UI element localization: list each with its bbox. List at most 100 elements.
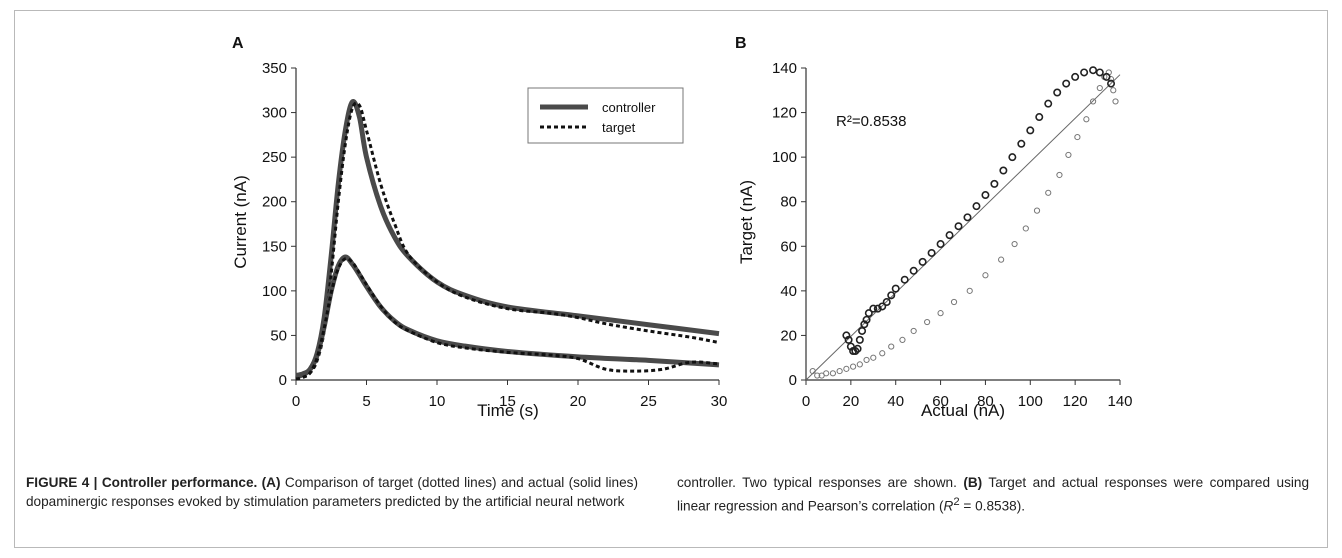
target-line-high [295,101,720,380]
scatter-point [918,257,927,266]
scatter-point [1107,79,1116,88]
regression-line [805,74,1121,381]
scatter-point [882,297,891,306]
scatter-point [1089,66,1098,75]
panel-b-x-tick-label: 40 [887,393,904,410]
panel-b-y-tick-label: 60 [780,238,797,255]
panel-b-x-tick-label: 100 [1018,393,1043,410]
scatter-point [990,179,999,188]
scatter-point [823,370,830,377]
panel-b-y-tick-label: 120 [772,105,797,122]
caption-r-value: = 0.8538). [959,498,1025,514]
scatter-point [855,335,864,344]
scatter-point [981,191,990,200]
scatter-point [1074,133,1081,141]
scatter-point [954,222,963,231]
scatter-point [809,367,816,375]
scatter-point [856,361,863,368]
scatter-point [1033,207,1041,214]
scatter-point [862,315,871,324]
scatter-point [1017,139,1026,148]
panel-a-x-tick-label: 25 [640,393,657,410]
panel-b-x-tick-label: 120 [1063,393,1088,410]
scatter-point [829,370,837,377]
scatter-point [879,350,886,357]
panel-b-x-tick-label: 140 [1107,393,1132,410]
legend-target-label: target [602,120,636,135]
panel-a-x-tick-label: 0 [292,393,300,410]
panel-a-y-tick-label: 100 [262,283,287,300]
scatter-point [1096,84,1103,92]
scatter-point [887,291,896,300]
scatter-point [1056,171,1063,179]
scatter-point [836,367,843,375]
panel-b-y-tick-label: 140 [772,60,797,77]
panel-a-y-tick-label: 200 [262,194,287,211]
caption-r-symbol: R [943,498,954,514]
scatter-point [853,344,862,353]
scatter-point [1071,72,1080,81]
panel-a-y-tick-label: 250 [262,149,287,166]
caption-b-text-2: Target and actual responses were compare… [677,475,1310,514]
panel-b-y-tick-label: 40 [780,283,797,300]
panel-a-y-tick-label: 50 [270,327,287,344]
scatter-point [869,304,878,313]
panel-a: 0 50 100 150 200 250 300 350 0 5 10 15 20 25 30 Time … [231,60,727,420]
scatter-point [982,272,989,279]
scatter-point [966,287,973,294]
panel-a-y-tick-label: 300 [262,105,287,122]
caption-ref-b: (B) [963,475,983,490]
scatter-point [1102,72,1111,81]
scatter-point [1112,98,1119,105]
panel-b-y-axis-label: Target (nA) [737,180,756,264]
panel-a-label: A [232,35,244,52]
scatter-point [851,347,860,356]
panel-a-y-tick-label: 350 [262,60,287,77]
panel-b-y-tick-label: 0 [789,372,797,389]
scatter-point [1095,68,1104,77]
panel-b-x-tick-label: 60 [932,393,949,410]
panel-a-legend: controller target [527,87,684,144]
figure-title: FIGURE 4 | Controller performance. [26,475,258,490]
scatter-point [1110,87,1117,94]
panel-a-y-axis-label: Current (nA) [231,175,250,269]
panel-b-x-tick-label: 0 [802,393,810,410]
scatter-point [999,166,1008,175]
scatter-point [927,248,936,257]
scatter-point [843,365,850,372]
panel-b-x-tick-label: 80 [977,393,994,410]
scatter-point [910,327,917,335]
panel-a-y-tick-label: 150 [262,238,287,255]
panel-b-y-tick-label: 100 [772,149,797,166]
panel-b-y-tick-label: 80 [780,194,797,211]
scatter-point [899,336,906,343]
scatter-point [998,256,1005,263]
scatter-point [945,231,954,240]
scatter-point [909,266,918,275]
scatter-point [1053,88,1062,97]
scatter-point [937,310,944,317]
scatter-point [878,302,887,311]
scatter-point [1080,68,1089,77]
caption-left-column: FIGURE 4 | Controller performance. (A) C… [26,474,638,511]
scatter-point [950,298,958,306]
caption-right-column: controller. Two typical responses are sh… [677,474,1309,516]
panel-b-x-tick-label: 20 [843,393,860,410]
scatter-point [1008,153,1017,162]
caption-a-text: Comparison of target (dotted lines) and … [26,475,638,509]
scatter-point [870,354,877,361]
scatter-point [963,213,972,222]
controller-line-low [295,254,720,379]
scatter-point [1065,151,1072,159]
panel-a-x-tick-label: 20 [570,393,587,410]
panel-a-x-axis-label: Time (s) [477,401,539,420]
scatter-point [863,356,870,364]
scatter-point [850,363,857,370]
panel-b: 0 20 40 60 80 100 120 140 0 20 40 60 80 100 120 140 R²… [737,60,1133,420]
scatter-point [888,343,895,350]
scatter-point [936,240,945,249]
legend-controller-label: controller [602,100,656,115]
panel-b-x-axis-label: Actual (nA) [921,401,1005,420]
r-squared-annotation: R²=0.8538 [836,113,906,130]
